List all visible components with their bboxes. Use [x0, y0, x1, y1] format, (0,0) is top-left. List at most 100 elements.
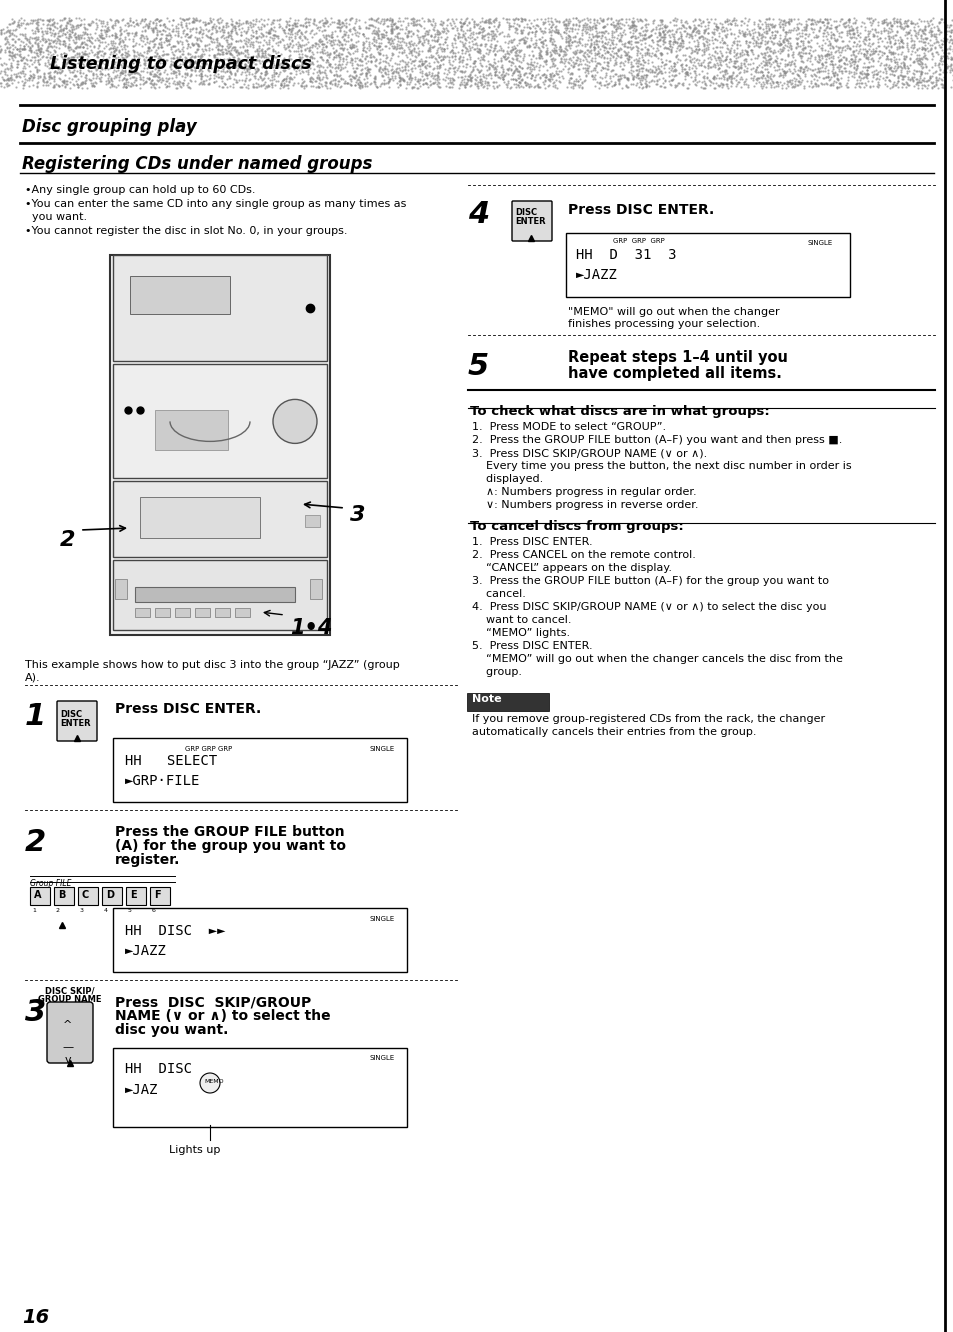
- Point: [122, 9, 137, 31]
- Point: [543, 28, 558, 49]
- Point: [163, 55, 178, 76]
- Point: [12, 35, 28, 56]
- Point: [91, 49, 106, 71]
- Point: [209, 44, 224, 65]
- Point: [73, 9, 89, 31]
- Point: [691, 49, 706, 71]
- Point: [542, 16, 558, 37]
- Point: [630, 49, 645, 71]
- Point: [125, 31, 140, 52]
- Point: [137, 55, 152, 76]
- Point: [55, 20, 71, 41]
- Point: [127, 45, 142, 67]
- Point: [384, 56, 399, 77]
- Point: [589, 72, 604, 93]
- Point: [839, 76, 854, 97]
- Point: [231, 12, 246, 33]
- Point: [722, 67, 738, 88]
- Point: [62, 39, 77, 60]
- Point: [144, 73, 159, 95]
- Point: [221, 33, 236, 55]
- Point: [410, 71, 425, 92]
- Point: [200, 12, 215, 33]
- Point: [621, 9, 637, 31]
- Point: [58, 44, 73, 65]
- Point: [228, 23, 243, 44]
- Point: [54, 47, 70, 68]
- Point: [745, 19, 760, 40]
- Point: [623, 53, 639, 75]
- Point: [591, 21, 606, 43]
- Point: [711, 57, 726, 79]
- Point: [675, 16, 690, 37]
- Point: [340, 65, 355, 87]
- Point: [362, 13, 377, 35]
- Point: [414, 16, 429, 37]
- Point: [941, 61, 953, 83]
- Point: [34, 9, 50, 31]
- Point: [115, 69, 131, 91]
- Point: [842, 45, 858, 67]
- Point: [233, 57, 249, 79]
- Point: [454, 15, 469, 36]
- Point: [497, 8, 513, 29]
- Point: [910, 49, 925, 71]
- Point: [8, 43, 23, 64]
- Point: [797, 19, 812, 40]
- Point: [639, 44, 654, 65]
- Point: [605, 37, 620, 59]
- Point: [427, 71, 442, 92]
- Point: [56, 43, 71, 64]
- Point: [75, 43, 91, 64]
- Point: [712, 61, 727, 83]
- Point: [589, 23, 604, 44]
- Point: [490, 16, 505, 37]
- Point: [30, 40, 46, 61]
- Point: [599, 73, 615, 95]
- Point: [477, 65, 493, 87]
- Point: [214, 41, 230, 63]
- Point: [416, 25, 431, 47]
- Point: [306, 8, 321, 29]
- Point: [239, 44, 254, 65]
- Point: [497, 64, 513, 85]
- Point: [894, 76, 909, 97]
- Point: [421, 61, 436, 83]
- Point: [741, 24, 757, 45]
- Point: [601, 35, 617, 56]
- Point: [821, 33, 837, 55]
- Point: [500, 16, 516, 37]
- Point: [567, 31, 582, 52]
- Point: [406, 77, 421, 99]
- Point: [394, 15, 409, 36]
- Point: [197, 15, 213, 36]
- Point: [363, 72, 378, 93]
- Point: [857, 33, 872, 55]
- Point: [911, 71, 926, 92]
- Text: •You can enter the same CD into any single group as many times as: •You can enter the same CD into any sing…: [25, 198, 406, 209]
- Point: [828, 56, 843, 77]
- Point: [898, 76, 913, 97]
- Point: [17, 25, 32, 47]
- Point: [12, 44, 28, 65]
- Point: [152, 69, 167, 91]
- Point: [128, 52, 143, 73]
- Point: [609, 12, 624, 33]
- Point: [914, 53, 929, 75]
- Point: [278, 75, 294, 96]
- Point: [619, 69, 635, 91]
- Point: [624, 73, 639, 95]
- Point: [651, 29, 666, 51]
- Point: [673, 17, 688, 39]
- Point: [320, 44, 335, 65]
- Point: [404, 8, 419, 29]
- Point: [790, 12, 805, 33]
- Point: [462, 37, 477, 59]
- Point: [192, 35, 207, 56]
- Point: [653, 9, 668, 31]
- Point: [293, 63, 308, 84]
- Point: [774, 13, 789, 35]
- Point: [645, 55, 660, 76]
- Point: [326, 64, 341, 85]
- Point: [640, 61, 656, 83]
